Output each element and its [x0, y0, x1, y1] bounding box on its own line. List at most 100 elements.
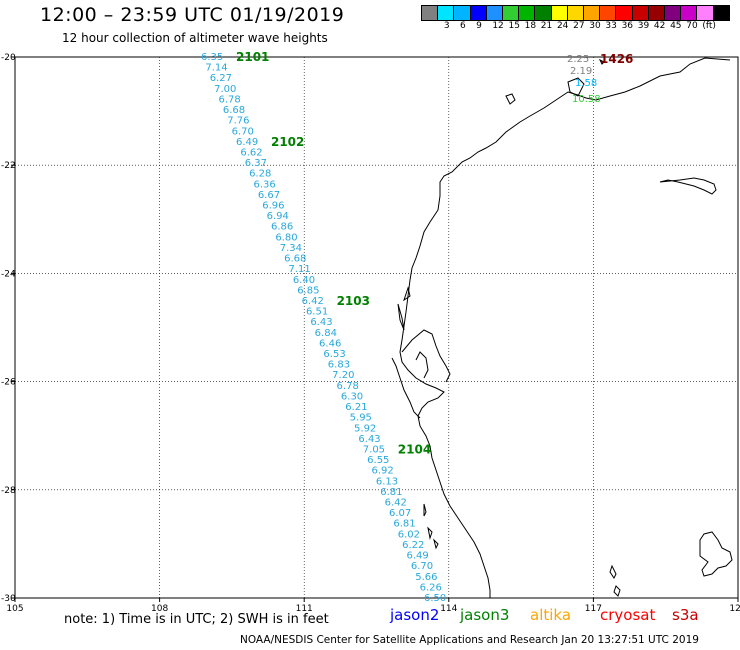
swh-label: 6.36	[253, 179, 275, 190]
colorbar-swatch	[616, 6, 633, 20]
colorbar-swatch	[713, 6, 729, 20]
lon-tick-label: 117	[585, 604, 602, 614]
lon-tick-label: 108	[151, 604, 168, 614]
time-label: 2101	[236, 50, 269, 64]
lat-tick-label: -24	[1, 269, 16, 279]
time-label: 2102	[271, 135, 304, 149]
colorbar-tick-label: 42	[653, 21, 666, 31]
swh-label: 6.50	[424, 593, 446, 604]
colorbar-swatch	[697, 6, 714, 20]
swh-label: 6.27	[210, 73, 232, 84]
swh-label: 6.92	[372, 466, 394, 477]
colorbar-swatch	[551, 6, 568, 20]
swh-label: 6.21	[345, 402, 367, 413]
legend-item-jason3: jason3	[460, 606, 510, 624]
swh-label: 6.70	[411, 561, 433, 572]
swh-label: 5.92	[354, 423, 376, 434]
colorbar-swatch	[438, 6, 455, 20]
swh-label: 6.13	[376, 476, 398, 487]
page-title: 12:00 – 23:59 UTC 01/19/2019	[40, 4, 345, 26]
colorbar-tick-label: 21	[540, 21, 553, 31]
swh-label: 6.28	[249, 169, 271, 180]
swh-label: 6.07	[389, 508, 411, 519]
island-small-1	[659, 177, 717, 195]
swh-label: 6.37	[245, 158, 267, 169]
page-subtitle: 12 hour collection of altimeter wave hei…	[62, 31, 328, 45]
island-bernier	[397, 303, 405, 331]
swh-label: 6.96	[262, 201, 284, 212]
colorbar-tick-label: 39	[637, 21, 650, 31]
colorbar-swatch	[486, 6, 504, 20]
coastline-main	[399, 57, 731, 598]
swh-label: 6.85	[297, 285, 319, 296]
colorbar-swatch	[503, 6, 520, 20]
swh-label: 6.53	[323, 349, 345, 360]
swh-label: 6.67	[258, 190, 280, 201]
swh-label: 6.78	[337, 381, 359, 392]
swh-label: 6.42	[302, 296, 324, 307]
swh-label: 6.35	[201, 52, 223, 63]
lat-tick-label: -30	[1, 594, 16, 604]
map-border	[14, 56, 739, 599]
legend-item-s3a: s3a	[672, 606, 699, 624]
colorbar-swatch	[665, 6, 682, 20]
coastline	[391, 57, 733, 598]
swh-label: 6.40	[293, 275, 315, 286]
lat-tick-label: -20	[1, 53, 16, 63]
colorbar-swatch	[470, 6, 487, 20]
wave-height-colorbar	[421, 5, 730, 21]
swh-label: 7.20	[332, 370, 354, 381]
colorbar-tick-label: 15	[508, 21, 520, 31]
swh-label: 7.34	[280, 243, 302, 254]
coastline-shark-bay	[401, 329, 451, 383]
swh-label: 6.62	[240, 147, 262, 158]
lat-tick-label: -28	[1, 486, 16, 496]
swh-label: 10.58	[572, 94, 601, 105]
legend-item-altika: altika	[530, 606, 572, 624]
time-label: 2103	[337, 294, 370, 308]
swh-label: 5.95	[350, 413, 372, 424]
swh-label: 6.30	[341, 391, 363, 402]
time-label: 1426	[600, 52, 633, 66]
cryosat-track: 2.252.191.58 10.58 1426	[567, 52, 633, 105]
swh-label: 6.43	[310, 317, 332, 328]
swh-label: 6.46	[319, 338, 341, 349]
coastline-peron	[415, 351, 429, 379]
colorbar-tick-label: 12	[492, 21, 504, 31]
footnote: note: 1) Time is in UTC; 2) SWH is in fe…	[64, 612, 329, 627]
colorbar-tick-label: 18	[524, 21, 537, 31]
swh-label: 6.42	[385, 498, 407, 509]
colorbar-swatch	[519, 6, 536, 20]
swh-label: 6.22	[402, 540, 424, 551]
coastline-dirk-hartog	[391, 357, 421, 419]
colorbar-tick-label: 9	[476, 21, 482, 31]
swh-label: 6.68	[284, 254, 306, 265]
swh-label: 6.43	[358, 434, 380, 445]
swh-label: 6.26	[420, 582, 442, 593]
island-small-2	[598, 58, 605, 65]
colorbar-tick-label: 30	[589, 21, 601, 31]
swh-label: 2.25	[567, 54, 589, 65]
colorbar-swatch	[648, 6, 666, 20]
lon-tick-label: 105	[6, 604, 23, 614]
swh-label: 6.68	[223, 105, 245, 116]
time-label: 2104	[398, 442, 431, 456]
lake-1	[699, 531, 733, 577]
swh-label: 6.94	[267, 211, 289, 222]
swh-label: 6.70	[232, 126, 254, 137]
swh-label: 2.19	[570, 66, 592, 77]
swh-label: 6.80	[275, 232, 297, 243]
colorbar-tick-label: 6	[460, 21, 466, 31]
colorbar-tick-label: 36	[621, 21, 634, 31]
lon-tick-label: 120	[729, 604, 740, 614]
swh-label: 1.58	[575, 78, 597, 89]
swh-label: 7.14	[205, 63, 227, 74]
map-frame	[14, 56, 739, 599]
swh-label: 6.86	[271, 222, 293, 233]
lon-tick-label: 114	[440, 604, 457, 614]
jason3-track: 6.357.146.277.006.786.687.766.706.496.62…	[201, 50, 446, 604]
island-abrolhos-3	[433, 538, 439, 550]
swh-label: 7.11	[288, 264, 310, 275]
island-dampier	[567, 77, 585, 97]
